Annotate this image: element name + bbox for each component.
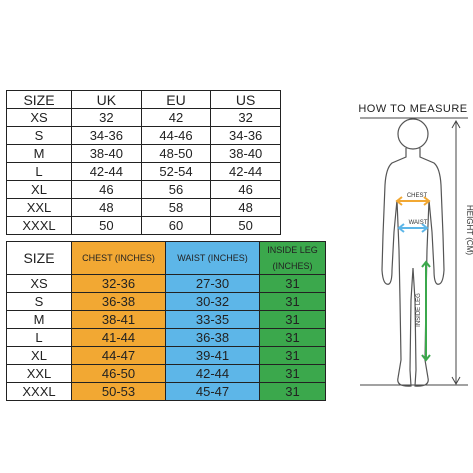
- cell: SIZE: [6, 90, 72, 109]
- row: XXL 46-50 42-44 31: [6, 364, 326, 383]
- cell: UK: [71, 90, 142, 109]
- cell: 44-46: [140, 126, 212, 145]
- cell: 38-40: [210, 144, 281, 163]
- cell: 42-44: [165, 364, 260, 383]
- row: XL 44-47 39-41 31: [6, 346, 326, 365]
- row: M 38-40 48-50 38-40: [6, 144, 281, 163]
- cell: EU: [140, 90, 212, 109]
- cell: 42-44: [71, 162, 142, 181]
- cell: 44-47: [71, 346, 166, 365]
- cell: S: [6, 126, 72, 145]
- row: S 34-36 44-46 34-36: [6, 126, 281, 145]
- cell: 32: [71, 108, 142, 127]
- cell: 31: [259, 292, 326, 311]
- arrow-heads: [421, 260, 431, 362]
- row: XL 46 56 46: [6, 180, 281, 199]
- cell: 39-41: [165, 346, 260, 365]
- cell: 52-54: [140, 162, 212, 181]
- cell: 33-35: [165, 310, 260, 329]
- chest-label: CHEST: [407, 193, 428, 199]
- cell: XXL: [6, 198, 72, 217]
- cell: 34-36: [71, 126, 142, 145]
- row: L 41-44 36-38 31: [6, 328, 326, 347]
- cell: 38-41: [71, 310, 166, 329]
- waist-label: WAIST: [409, 220, 428, 226]
- cell: 42-44: [210, 162, 281, 181]
- size-table: SIZE UK EU US XS 32 42 32 S 34-36 44-46 34-36 M 38-40…: [6, 90, 281, 235]
- cell: XXL: [6, 364, 72, 383]
- cell: 34-36: [210, 126, 281, 145]
- cell: 48-50: [140, 144, 212, 163]
- cell: 41-44: [71, 328, 166, 347]
- row: XS 32-36 27-30 31: [6, 274, 326, 293]
- cell: S: [6, 292, 72, 311]
- arrow-heads: [451, 119, 461, 386]
- cell: XXXL: [6, 382, 72, 401]
- cell: 50-53: [71, 382, 166, 401]
- cell: WAIST (INCHES): [165, 241, 260, 275]
- row: L 42-44 52-54 42-44: [6, 162, 281, 181]
- cell: M: [6, 310, 72, 329]
- cell: US: [210, 90, 281, 109]
- diagram-title: HOW TO MEASURE: [358, 103, 467, 115]
- cell: 31: [259, 346, 326, 365]
- cell: CHEST (INCHES): [71, 241, 166, 275]
- cell: 27-30: [165, 274, 260, 293]
- cell: 31: [259, 364, 326, 383]
- leg-label: INSIDE LEG: [416, 293, 422, 327]
- row: M 38-41 33-35 31: [6, 310, 326, 329]
- row: XXXL 50-53 45-47 31: [6, 382, 326, 401]
- cell: 36-38: [165, 328, 260, 347]
- arrow-heads: [397, 223, 429, 233]
- cell: XL: [6, 180, 72, 199]
- cell: 50: [71, 216, 142, 235]
- cell: 46: [210, 180, 281, 199]
- cell: 46: [71, 180, 142, 199]
- body: [381, 148, 445, 387]
- cell: 31: [259, 328, 326, 347]
- cell: L: [6, 328, 72, 347]
- cell: SIZE: [6, 241, 72, 275]
- cell: 58: [140, 198, 212, 217]
- arrow-heads: [395, 196, 431, 206]
- cell: M: [6, 144, 72, 163]
- header-row: SIZE CHEST (INCHES) WAIST (INCHES) INSIDE L…: [6, 241, 326, 275]
- cell: 48: [71, 198, 142, 217]
- cell: XXXL: [6, 216, 72, 235]
- cell: 31: [259, 274, 326, 293]
- row: XS 32 42 32: [6, 108, 281, 127]
- cell: 31: [259, 310, 326, 329]
- cell: 30-32: [165, 292, 260, 311]
- cell: 45-47: [165, 382, 260, 401]
- cell: 32-36: [71, 274, 166, 293]
- cell: 46-50: [71, 364, 166, 383]
- head: [397, 118, 429, 150]
- cell: 50: [210, 216, 281, 235]
- row: XXL 48 58 48: [6, 198, 281, 217]
- cell: 42: [140, 108, 212, 127]
- header-row: SIZE UK EU US: [6, 90, 281, 109]
- cell: 32: [210, 108, 281, 127]
- cell: INSIDE LEG (INCHES): [259, 241, 326, 275]
- height-label: HEIGHT (CM): [465, 205, 473, 255]
- cell: XS: [6, 274, 72, 293]
- cell: 60: [140, 216, 212, 235]
- cell: 48: [210, 198, 281, 217]
- cell: 56: [140, 180, 212, 199]
- cell: L: [6, 162, 72, 181]
- measure-table: SIZE CHEST (INCHES) WAIST (INCHES) INSIDE L…: [6, 241, 326, 401]
- cell: 31: [259, 382, 326, 401]
- cell: XS: [6, 108, 72, 127]
- row: XXXL 50 60 50: [6, 216, 281, 235]
- cell: 36-38: [71, 292, 166, 311]
- row: S 36-38 30-32 31: [6, 292, 326, 311]
- cell: 38-40: [71, 144, 142, 163]
- cell: XL: [6, 346, 72, 365]
